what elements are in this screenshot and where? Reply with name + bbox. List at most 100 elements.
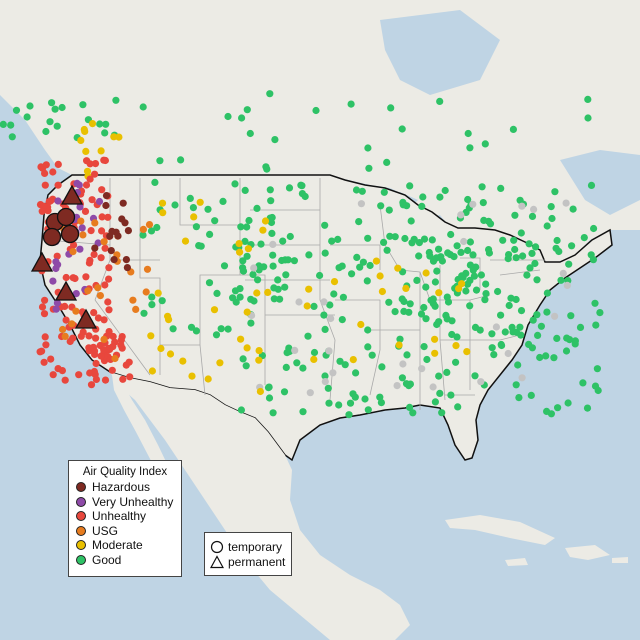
- station-marker: [542, 352, 550, 360]
- station-marker: [204, 205, 212, 213]
- station-marker: [567, 312, 575, 320]
- station-marker: [325, 399, 333, 407]
- hudson-bay: [380, 10, 500, 95]
- station-marker: [269, 240, 277, 248]
- station-marker: [469, 251, 477, 259]
- shape-legend-label: permanent: [228, 554, 286, 569]
- station-marker: [387, 104, 395, 112]
- station-marker: [123, 264, 131, 272]
- station-marker: [52, 264, 60, 273]
- station-marker: [192, 223, 200, 231]
- station-marker: [266, 186, 274, 194]
- station-marker: [559, 269, 567, 277]
- station-marker: [543, 308, 551, 316]
- station-marker: [255, 347, 263, 355]
- station-marker: [423, 355, 431, 364]
- station-marker: [92, 334, 100, 342]
- station-marker: [148, 367, 156, 375]
- station-marker: [383, 246, 391, 254]
- shape-legend-item: temporary: [205, 539, 291, 554]
- station-marker: [71, 274, 79, 283]
- station-marker: [403, 351, 411, 359]
- station-marker: [42, 341, 50, 349]
- station-marker: [326, 301, 334, 309]
- station-marker: [470, 272, 478, 280]
- circle-icon: [210, 540, 224, 553]
- station-marker: [446, 251, 454, 259]
- station-marker: [349, 356, 357, 364]
- legend-label: USG: [92, 523, 119, 538]
- station-marker: [41, 181, 49, 189]
- station-marker: [533, 276, 541, 284]
- station-marker: [431, 398, 439, 406]
- station-marker: [494, 287, 502, 296]
- station-marker: [447, 230, 455, 239]
- station-marker: [551, 312, 559, 320]
- station-marker: [298, 190, 306, 198]
- station-marker: [393, 382, 401, 390]
- station-marker: [398, 374, 406, 382]
- station-marker: [147, 227, 156, 235]
- station-marker: [353, 253, 361, 261]
- station-marker: [548, 214, 556, 223]
- station-marker: [529, 316, 537, 324]
- legend-label: Unhealthy: [92, 509, 147, 524]
- station-marker: [186, 194, 194, 202]
- station-marker: [237, 406, 245, 414]
- station-marker: [418, 365, 426, 373]
- station-marker: [241, 237, 249, 245]
- station-marker: [305, 285, 313, 293]
- station-marker: [420, 343, 428, 351]
- station-marker: [210, 306, 219, 314]
- station-marker: [419, 193, 427, 201]
- station-marker: [480, 216, 488, 224]
- station-marker: [299, 364, 307, 372]
- station-marker: [518, 202, 526, 210]
- station-marker: [321, 325, 329, 333]
- legend-label: Moderate: [92, 538, 143, 553]
- station-marker: [290, 257, 298, 265]
- station-marker: [306, 389, 314, 397]
- station-marker: [447, 391, 455, 399]
- station-marker: [514, 361, 522, 369]
- station-marker: [505, 301, 513, 310]
- station-marker: [592, 321, 600, 329]
- station-marker: [377, 399, 385, 407]
- station-marker: [124, 227, 132, 235]
- station-marker: [399, 201, 407, 209]
- station-marker: [528, 249, 536, 257]
- station-marker: [368, 351, 376, 359]
- station-marker: [100, 316, 108, 324]
- station-marker: [364, 326, 372, 334]
- station-marker: [110, 256, 118, 264]
- station-marker: [364, 144, 372, 152]
- station-marker: [438, 409, 446, 417]
- station-marker: [217, 325, 225, 333]
- station-marker: [571, 340, 579, 348]
- station-marker: [291, 346, 299, 354]
- station-marker: [59, 325, 67, 334]
- station-marker: [443, 368, 451, 376]
- station-marker: [380, 188, 388, 196]
- station-marker: [580, 234, 588, 242]
- station-marker: [75, 181, 83, 189]
- station-marker: [61, 376, 69, 384]
- station-marker: [102, 120, 110, 128]
- station-marker: [105, 275, 113, 283]
- station-marker: [305, 251, 313, 259]
- station-marker: [348, 270, 356, 278]
- station-marker: [125, 358, 133, 366]
- station-marker: [285, 344, 293, 352]
- permanent-station-marker: [54, 280, 78, 301]
- station-marker: [565, 260, 573, 268]
- station-marker: [92, 375, 100, 383]
- station-marker: [355, 218, 363, 226]
- permanent-station-marker: [30, 251, 54, 272]
- station-marker: [576, 323, 585, 331]
- station-marker: [357, 200, 365, 208]
- station-marker: [236, 293, 244, 301]
- station-marker: [552, 244, 560, 252]
- station-marker: [435, 245, 443, 253]
- station-marker: [94, 314, 102, 322]
- legend-swatch: [76, 525, 86, 536]
